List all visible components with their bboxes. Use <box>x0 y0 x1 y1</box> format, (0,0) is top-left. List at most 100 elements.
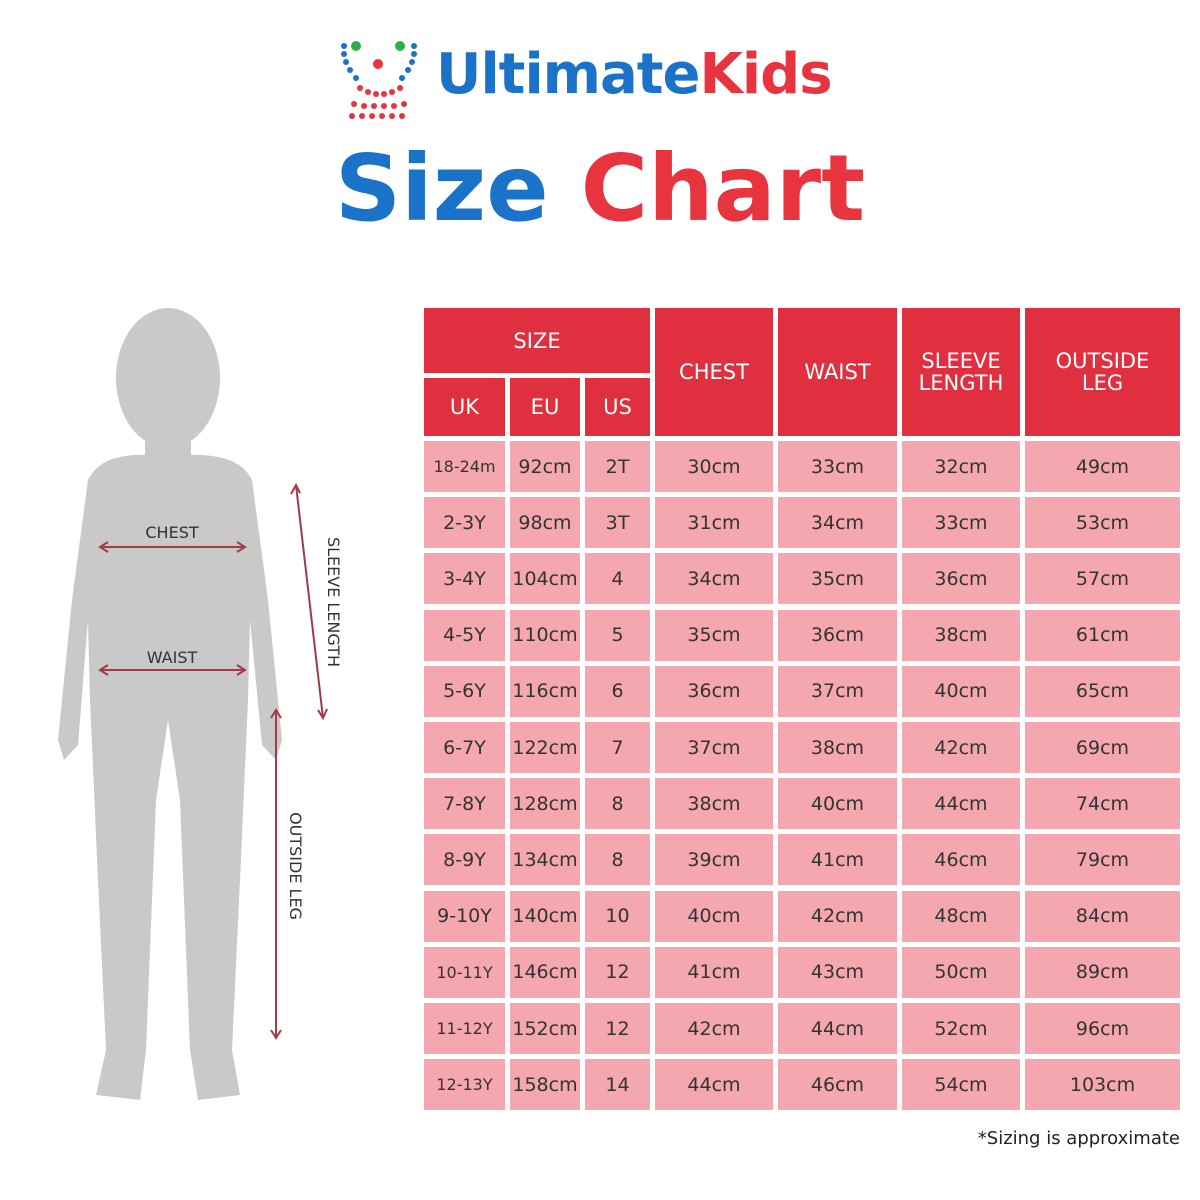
table-cell: 10-11Y <box>424 946 505 998</box>
table-cell: 42cm <box>902 722 1020 773</box>
table-cell: 36cm <box>778 609 897 661</box>
table-cell: 44cm <box>902 778 1020 830</box>
table-cell: 7-8Y <box>424 778 505 830</box>
table-cell: 46cm <box>778 1059 897 1111</box>
table-cell: 32cm <box>902 441 1020 492</box>
table-cell: 11-12Y <box>424 1003 505 1054</box>
table-cell: 152cm <box>510 1003 580 1054</box>
table-cell: 4 <box>585 553 650 605</box>
table-cell: 35cm <box>655 609 773 661</box>
column-header: SLEEVE LENGTH <box>902 308 1020 436</box>
table-cell: 65cm <box>1025 665 1180 717</box>
table-cell: 30cm <box>655 441 773 492</box>
table-cell: 40cm <box>778 778 897 830</box>
table-cell: 43cm <box>778 946 897 998</box>
table-cell: 103cm <box>1025 1059 1180 1111</box>
table-cell: 33cm <box>902 497 1020 549</box>
brand-first: Ultimate <box>436 42 701 107</box>
table-cell: 41cm <box>778 834 897 886</box>
table-cell: 53cm <box>1025 497 1180 549</box>
table-cell: 38cm <box>902 609 1020 661</box>
table-cell: 140cm <box>510 890 580 942</box>
table-cell: 5-6Y <box>424 665 505 717</box>
logo-icon <box>341 41 417 119</box>
table-cell: 38cm <box>778 722 897 773</box>
table-cell: 12 <box>585 1003 650 1054</box>
figure-label: OUTSIDE LEG <box>286 812 305 920</box>
column-header: EU <box>510 378 580 436</box>
table-cell: 36cm <box>902 553 1020 605</box>
table-cell: 134cm <box>510 834 580 886</box>
brand-second: Kids <box>699 42 833 107</box>
table-cell: 42cm <box>778 890 897 942</box>
table-cell: 122cm <box>510 722 580 773</box>
table-cell: 39cm <box>655 834 773 886</box>
table-cell: 2T <box>585 441 650 492</box>
table-cell: 116cm <box>510 665 580 717</box>
table-cell: 3-4Y <box>424 553 505 605</box>
table-cell: 84cm <box>1025 890 1180 942</box>
table-cell: 7 <box>585 722 650 773</box>
table-cell: 35cm <box>778 553 897 605</box>
table-cell: 61cm <box>1025 609 1180 661</box>
table-cell: 5 <box>585 609 650 661</box>
column-header: UK <box>424 378 505 436</box>
table-cell: 146cm <box>510 946 580 998</box>
figure-label: WAIST <box>147 648 198 667</box>
table-cell: 57cm <box>1025 553 1180 605</box>
table-cell: 89cm <box>1025 946 1180 998</box>
note: *Sizing is approximate <box>977 1128 1180 1149</box>
table-cell: 37cm <box>655 722 773 773</box>
table-cell: 41cm <box>655 946 773 998</box>
table-cell: 46cm <box>902 834 1020 886</box>
table-cell: 4-5Y <box>424 609 505 661</box>
table-cell: 14 <box>585 1059 650 1111</box>
table-cell: 8 <box>585 834 650 886</box>
table-cell: 128cm <box>510 778 580 830</box>
table-cell: 8-9Y <box>424 834 505 886</box>
table-cell: 40cm <box>655 890 773 942</box>
table-cell: 44cm <box>778 1003 897 1054</box>
table-cell: 38cm <box>655 778 773 830</box>
table-cell: 3T <box>585 497 650 549</box>
title-first: Size <box>334 135 549 242</box>
table-cell: 96cm <box>1025 1003 1180 1054</box>
table-cell: 54cm <box>902 1059 1020 1111</box>
table-cell: 9-10Y <box>424 890 505 942</box>
table-cell: 12-13Y <box>424 1059 505 1111</box>
title-second: Chart <box>580 135 866 242</box>
table-cell: 74cm <box>1025 778 1180 830</box>
figure-label: SLEEVE LENGTH <box>324 537 343 667</box>
table-cell: 2-3Y <box>424 497 505 549</box>
column-header: CHEST <box>655 308 773 436</box>
table-cell: 31cm <box>655 497 773 549</box>
table-cell: 79cm <box>1025 834 1180 886</box>
brand: UltimateKids <box>436 42 833 107</box>
figure-label: CHEST <box>145 523 198 542</box>
table-cell: 42cm <box>655 1003 773 1054</box>
table-cell: 48cm <box>902 890 1020 942</box>
title: Size Chart <box>0 135 1200 242</box>
table-cell: 34cm <box>655 553 773 605</box>
table-cell: 49cm <box>1025 441 1180 492</box>
table-cell: 12 <box>585 946 650 998</box>
column-header: US <box>585 378 650 436</box>
table-cell: 98cm <box>510 497 580 549</box>
table-cell: 18-24m <box>424 441 505 492</box>
column-header: WAIST <box>778 308 897 436</box>
table-cell: 92cm <box>510 441 580 492</box>
table-cell: 34cm <box>778 497 897 549</box>
figure: CHEST WAIST SLEEVE LENGTH OUTSIDE LEG <box>58 308 343 1100</box>
table-cell: 8 <box>585 778 650 830</box>
table-cell: 158cm <box>510 1059 580 1111</box>
table-cell: 6-7Y <box>424 722 505 773</box>
table-cell: 52cm <box>902 1003 1020 1054</box>
table-cell: 6 <box>585 665 650 717</box>
table-cell: 36cm <box>655 665 773 717</box>
table-cell: 10 <box>585 890 650 942</box>
table-cell: 50cm <box>902 946 1020 998</box>
table-cell: 40cm <box>902 665 1020 717</box>
table-cell: 104cm <box>510 553 580 605</box>
table-cell: 44cm <box>655 1059 773 1111</box>
